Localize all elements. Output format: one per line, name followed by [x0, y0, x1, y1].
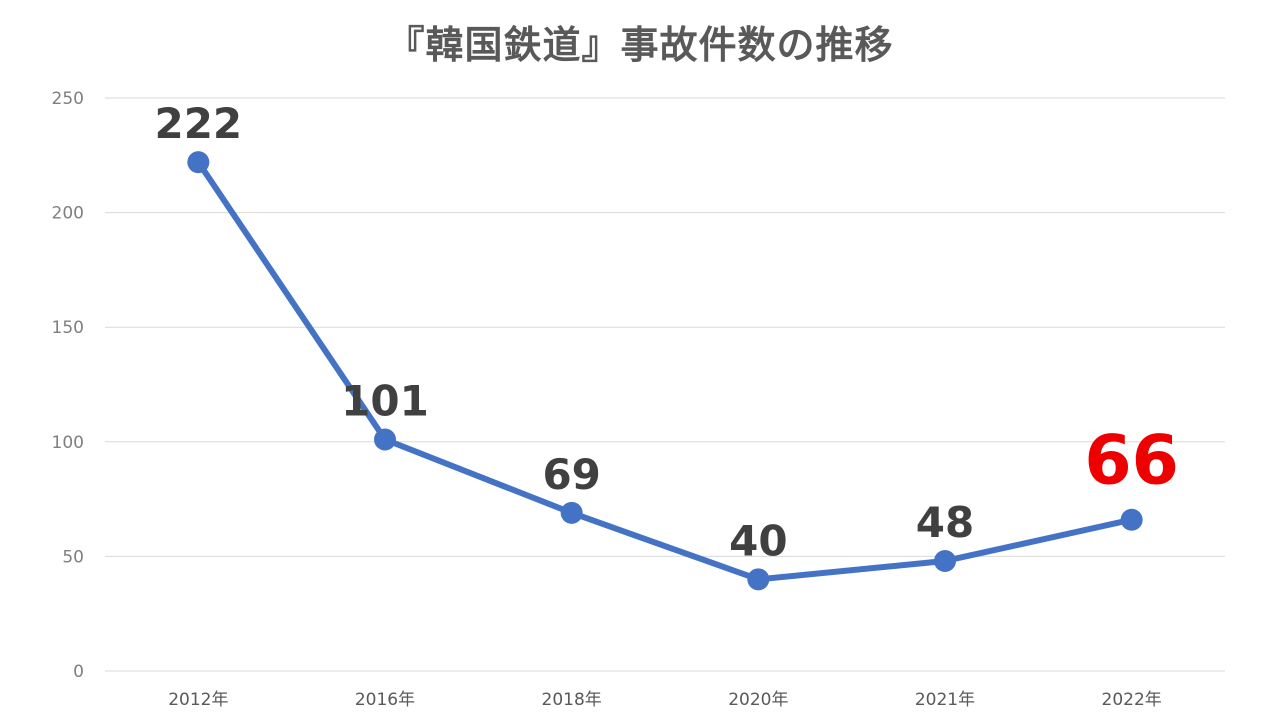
y-tick-label: 100: [52, 433, 84, 453]
data-label: 48: [916, 498, 974, 547]
y-tick-label: 50: [62, 547, 84, 567]
data-point: [374, 428, 396, 451]
data-point: [1120, 508, 1143, 531]
data-label: 69: [542, 450, 600, 499]
x-tick-label: 2020年: [728, 690, 788, 710]
data-point: [187, 151, 210, 174]
data-label: 40: [729, 516, 787, 565]
data-point: [560, 501, 583, 524]
data-point: [747, 568, 770, 591]
data-label-highlight: 66: [1084, 422, 1179, 501]
y-tick-label: 0: [73, 662, 84, 682]
x-tick-label: 2012年: [168, 690, 228, 710]
x-tick-label: 2018年: [542, 690, 602, 710]
data-point: [934, 549, 956, 572]
y-tick-label: 200: [52, 204, 84, 224]
series-line: [195, 159, 1135, 583]
y-tick-label: 150: [52, 318, 84, 338]
data-label: 222: [154, 99, 242, 148]
x-tick-label: 2016年: [355, 690, 415, 710]
x-tick-label: 2022年: [1102, 690, 1162, 710]
x-tick-label: 2021年: [915, 690, 975, 710]
chart-title: 『韓国鉄道』事故件数の推移: [386, 23, 894, 67]
y-tick-label: 250: [52, 89, 84, 109]
data-label: 101: [341, 377, 429, 426]
